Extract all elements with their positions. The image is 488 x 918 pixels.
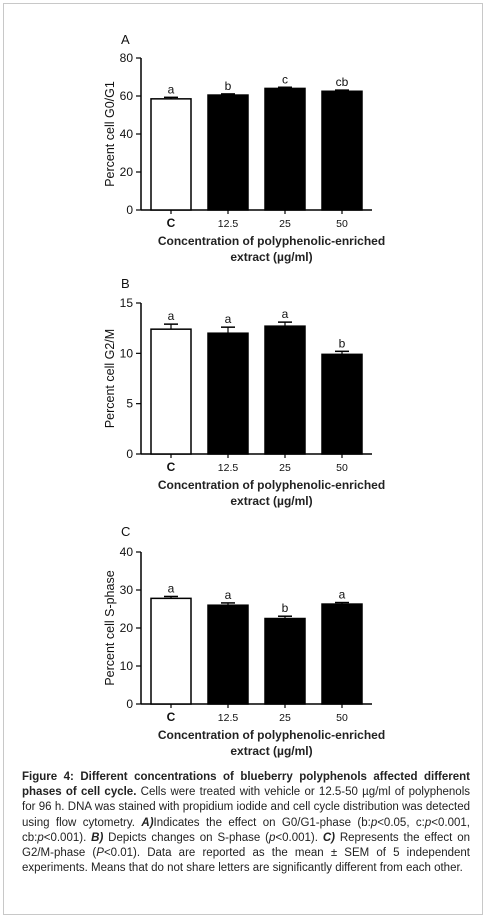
panel-label: A [121,32,130,47]
caption-ref-b: B) [91,831,104,844]
x-tick-label: 12.5 [218,462,239,474]
figure-charts: A 0 20 40 60 80 Percent cell G0/G1 a Cb 12.5 c 25 cb… [103,32,385,758]
x-axis-label: extract (µg/ml) [230,250,312,264]
y-tick-label: 10 [120,659,134,673]
significance-letter: a [168,581,175,595]
caption-p: P [96,847,104,860]
x-axis-label: Concentration of polyphenolic-enriched [158,728,385,742]
caption-text: <0.001, cb: [22,816,470,844]
y-tick-label: 0 [126,203,133,217]
x-axis-label: Concentration of polyphenolic-enriched [158,478,385,492]
bar [264,87,306,211]
x-tick-label: C [167,710,176,724]
y-tick-label: 40 [120,127,134,141]
y-tick-label: 0 [126,447,133,461]
caption-p: p [37,831,44,844]
caption-text: <0.05, c: [377,816,425,829]
x-tick-label: 25 [279,218,291,230]
bar [150,597,192,705]
y-tick-label: 20 [120,621,134,635]
significance-letter: c [282,72,288,86]
bar [207,332,249,455]
x-tick-label: 25 [279,712,291,724]
caption-text: Represents the effect on G2/M-phase ( [22,831,470,860]
x-tick-label: 12.5 [218,218,239,230]
x-tick-label: C [167,216,176,230]
caption-ref-a: A) [141,816,154,829]
significance-letter: a [168,309,175,323]
x-tick-label: 25 [279,462,291,474]
x-tick-label: 50 [336,218,348,230]
bar [150,98,192,211]
caption-p: p [269,831,276,844]
y-tick-label: 60 [120,89,134,103]
panel-label: C [121,524,130,539]
bar [264,617,306,705]
caption-text: <0.001). [275,831,323,844]
x-tick-label: C [167,460,176,474]
y-axis-label: Percent cell G0/G1 [103,81,117,187]
caption-text: Cells were treated with vehicle or 12.5-… [22,786,470,829]
bar [264,325,306,455]
x-tick-label: 12.5 [218,712,239,724]
panel-label: B [121,276,130,291]
caption-p: p [370,816,378,829]
bar [207,604,249,705]
caption-p: p [424,816,432,829]
significance-letter: a [225,588,232,602]
significance-letter: a [282,307,289,321]
caption-text: <0.01). Data are reported as the mean ± … [22,847,470,875]
significance-letter: b [282,601,289,615]
y-tick-label: 5 [126,397,133,411]
y-tick-label: 0 [126,697,133,711]
chart-panel-a: A 0 20 40 60 80 Percent cell G0/G1 a Cb 12.5 c 25 cb… [103,32,385,264]
significance-letter: a [168,82,175,96]
x-axis-label: Concentration of polyphenolic-enriched [158,234,385,248]
significance-letter: b [225,79,232,93]
significance-letter: a [225,312,232,326]
bar [207,94,249,211]
y-axis-label: Percent cell S-phase [103,570,117,685]
bar [321,90,363,211]
x-tick-label: 50 [336,712,348,724]
y-tick-label: 10 [120,346,134,360]
y-tick-label: 80 [120,51,134,65]
significance-letter: b [339,336,346,350]
caption-text: Indicates the effect on G0/G1-phase (b: [153,816,371,829]
significance-letter: cb [336,75,349,89]
y-axis-label: Percent cell G2/M [103,329,117,428]
y-tick-label: 30 [120,583,134,597]
y-tick-label: 15 [120,296,134,310]
caption-text: <0.001). [43,831,92,844]
chart-panel-b: B 0 5 10 15 Percent cell G2/M a Ca 12.5 a 25 b 50 Con… [103,276,385,508]
y-tick-label: 20 [120,165,134,179]
x-axis-label: extract (µg/ml) [230,494,312,508]
figure-caption: Figure 4: Different concentrations of bl… [22,770,470,876]
x-axis-label: extract (µg/ml) [230,744,312,758]
caption-title: Figure 4: Different concentrations of bl… [22,771,470,799]
bar [321,603,363,705]
y-tick-label: 40 [120,545,134,559]
bar [321,353,363,455]
x-tick-label: 50 [336,462,348,474]
caption-text: Depicts changes on S-phase ( [103,831,269,844]
significance-letter: a [339,588,346,602]
figure-frame [3,3,483,915]
bar [150,328,192,455]
caption-ref-c: C) [322,831,335,844]
